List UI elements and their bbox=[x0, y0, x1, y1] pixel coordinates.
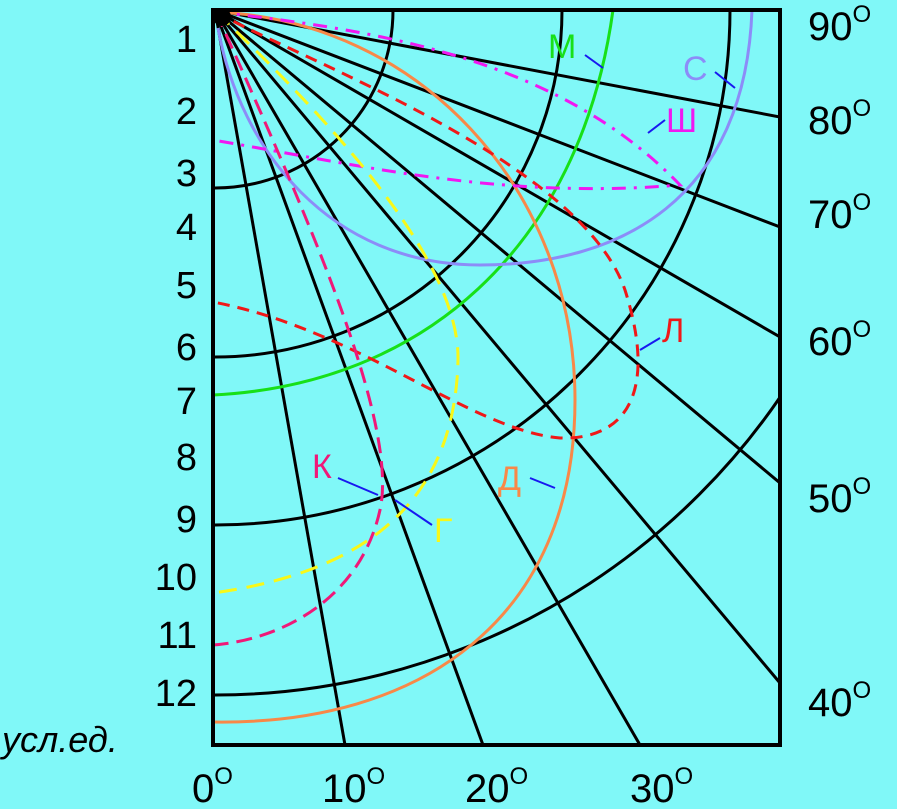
grid-arc bbox=[213, 10, 564, 359]
leader-l bbox=[639, 337, 661, 351]
label-l: Л bbox=[662, 312, 684, 350]
scale-label: 9 bbox=[176, 499, 197, 541]
leader-k bbox=[337, 477, 379, 496]
light-source-point bbox=[213, 10, 231, 26]
curve-m bbox=[213, 10, 615, 397]
grid-radial bbox=[213, 10, 642, 745]
leader-d bbox=[529, 477, 556, 489]
label-d: Д bbox=[498, 460, 521, 498]
angle-label: 70O bbox=[808, 189, 871, 237]
grid-radial bbox=[213, 10, 780, 684]
scale-label: 7 bbox=[176, 381, 197, 423]
plot-frame bbox=[211, 8, 782, 747]
scale-label: 11 bbox=[158, 615, 197, 657]
angle-label: 10O bbox=[322, 763, 385, 809]
angle-label: 0O bbox=[192, 763, 233, 809]
curve-k bbox=[213, 11, 385, 647]
scale-label: 2 bbox=[176, 91, 197, 133]
angle-label: 20O bbox=[465, 763, 528, 809]
label-k: К bbox=[312, 448, 332, 486]
scale-label: 8 bbox=[176, 437, 197, 479]
scale-label: 12 bbox=[155, 673, 197, 715]
angle-label: 90O bbox=[808, 1, 871, 49]
left-scale: 1 2 3 4 5 6 7 8 9 10 11 12 bbox=[155, 19, 197, 715]
scale-label: 10 bbox=[155, 557, 197, 599]
grid-radial bbox=[213, 10, 347, 745]
plot-area bbox=[213, 10, 780, 745]
label-g: Г bbox=[434, 512, 452, 550]
scale-label: 6 bbox=[176, 327, 197, 369]
curve-l bbox=[213, 10, 640, 440]
scale-label: 5 bbox=[176, 265, 197, 307]
right-angles: 90O 80O 70O 60O 50O 40O bbox=[808, 1, 871, 725]
label-s: С bbox=[683, 50, 708, 88]
label-leaders bbox=[337, 54, 736, 526]
curve-s bbox=[216, 10, 754, 267]
grid-radial bbox=[214, 10, 780, 485]
scale-label: 3 bbox=[176, 153, 197, 195]
curve-g bbox=[213, 10, 460, 595]
leader-m bbox=[584, 54, 604, 69]
grid-arcs bbox=[213, 10, 780, 697]
bottom-angles: 0O 10O 20O 30O bbox=[192, 763, 693, 809]
label-m: М bbox=[548, 28, 576, 66]
angle-label: 60O bbox=[808, 316, 871, 364]
leader-sh bbox=[647, 119, 666, 134]
label-sh: Ш bbox=[666, 102, 697, 140]
angle-label: 30O bbox=[630, 763, 693, 809]
curve-labels: М С Ш Л Д К Г bbox=[312, 28, 708, 550]
grid-arc bbox=[213, 10, 732, 527]
grid-radial bbox=[214, 10, 780, 339]
angle-label: 50O bbox=[808, 473, 871, 521]
angle-label: 40O bbox=[808, 677, 871, 725]
curve-d bbox=[213, 10, 577, 724]
unit-label: усл.ед. bbox=[0, 719, 118, 760]
angle-label: 80O bbox=[808, 95, 871, 143]
grid-radial bbox=[213, 10, 485, 745]
leader-g bbox=[394, 499, 433, 526]
curve-sh bbox=[213, 10, 684, 191]
leader-s bbox=[714, 71, 736, 89]
grid-arc bbox=[213, 394, 780, 697]
grid-radials bbox=[213, 10, 780, 745]
scale-label: 1 bbox=[176, 19, 197, 61]
scale-label: 4 bbox=[176, 207, 197, 249]
